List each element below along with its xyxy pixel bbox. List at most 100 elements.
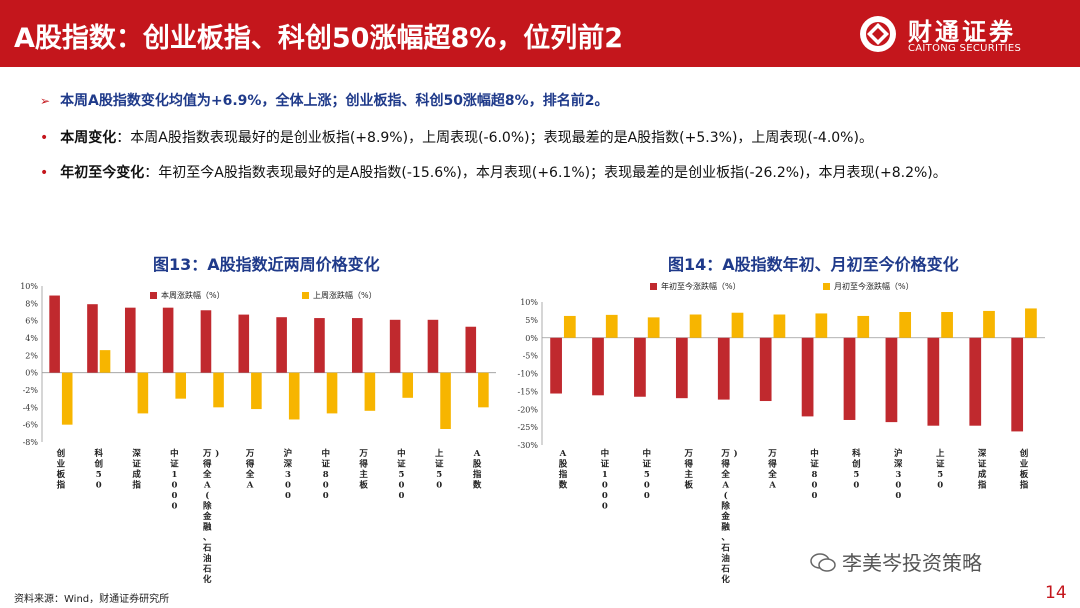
bar-series1 bbox=[238, 314, 250, 373]
bar-series2 bbox=[899, 312, 912, 338]
bar-series2 bbox=[326, 372, 338, 414]
bar-series2 bbox=[402, 372, 414, 398]
x-tick-label: 创业板指 bbox=[56, 448, 66, 491]
source-note: 资料来源：Wind，财通证券研究所 bbox=[14, 594, 170, 605]
x-tick-label: 万得全 A (除金融、石油石化) bbox=[202, 448, 219, 585]
x-tick-label: A 股指数 bbox=[473, 449, 482, 491]
legend-label: 月初至今涨跌幅（%） bbox=[834, 281, 914, 291]
x-tick-label: 深证成指 bbox=[978, 448, 987, 491]
y-tick-label: -2% bbox=[23, 386, 39, 395]
bar-series1 bbox=[87, 304, 98, 373]
x-tick-label: 中证 1 0 0 0 bbox=[601, 448, 610, 512]
logo-text-en: CAITONG SECURITIES bbox=[908, 43, 1022, 54]
bullet-text: ：本周A股指数表现最好的是创业板指(+8.9%)，上周表现(-6.0%)；表现最… bbox=[116, 130, 873, 146]
x-tick-label: 上证 5 0 bbox=[435, 448, 444, 491]
y-tick-label: 10% bbox=[20, 282, 38, 291]
chart-14-ytd-change: 10% 5% 0% -5% -10% -15% -20% -25% -30% 年初至今涨跌幅（%）… bbox=[518, 281, 1045, 585]
bar-series2 bbox=[815, 313, 828, 338]
bar-series2 bbox=[478, 372, 489, 408]
bar-series1 bbox=[675, 337, 688, 399]
bar-series2 bbox=[731, 312, 744, 338]
x-tick-label: 沪深 3 0 0 bbox=[894, 448, 903, 501]
legend-label: 本周涨跌幅（%） bbox=[161, 290, 225, 300]
watermark-text: 李美岑投资策略 bbox=[842, 551, 982, 575]
bar-series1 bbox=[162, 307, 174, 373]
x-tick-label: 中证 8 0 0 bbox=[321, 448, 330, 501]
bar-series2 bbox=[251, 372, 262, 410]
x-tick-label: 万得主板 bbox=[683, 449, 693, 491]
wechat-icon bbox=[810, 553, 836, 572]
chart-13-title: 图13：A股指数近两周价格变化 bbox=[153, 255, 380, 274]
brand-logo: 财通证券 CAITONG SECURITIES bbox=[858, 10, 1068, 58]
summary-headline: ➢ 本周A股指数变化均值为+6.9%，全体上涨；创业板指、科创50涨幅超8%，排名… bbox=[40, 90, 608, 110]
bar-series1 bbox=[351, 318, 363, 373]
bar-series2 bbox=[61, 372, 73, 425]
page-title: A股指数：创业板指、科创50涨幅超8%，位列前2 bbox=[14, 23, 624, 54]
bar-series2 bbox=[175, 372, 187, 399]
y-tick-label: -30% bbox=[518, 441, 539, 450]
bar-series1 bbox=[427, 319, 439, 373]
bar-series2 bbox=[941, 312, 953, 338]
bar-series1 bbox=[389, 319, 401, 373]
bar-series1 bbox=[969, 337, 982, 426]
y-tick-label: 10% bbox=[520, 298, 538, 307]
bar-series1 bbox=[801, 337, 814, 417]
bullet-label: 本周变化 bbox=[60, 130, 117, 146]
bar-series1 bbox=[276, 317, 287, 373]
bar-series2 bbox=[288, 372, 300, 420]
bar-series2 bbox=[137, 372, 149, 414]
bar-series2 bbox=[99, 350, 111, 373]
bar-series1 bbox=[1011, 337, 1024, 432]
chart-13-weekly-change: 10% 8% 6% 4% 2% 0% -2% -4% -6% -8% 本周涨跌幅（%） 上周涨跌幅（%… bbox=[20, 282, 496, 585]
x-tick-label: 中证 5 0 0 bbox=[397, 448, 406, 501]
logo-text-cn: 财通证券 bbox=[908, 18, 1016, 46]
x-tick-label: A 股指数 bbox=[559, 449, 568, 491]
x-tick-label: 上证 5 0 bbox=[936, 448, 945, 491]
x-tick-label: 科创 5 0 bbox=[93, 448, 103, 491]
y-tick-label: 4% bbox=[25, 334, 38, 343]
y-tick-label: -10% bbox=[518, 370, 539, 379]
y-tick-label: -6% bbox=[23, 421, 39, 430]
page-number: 14 bbox=[1045, 583, 1067, 603]
bar-series1 bbox=[550, 337, 562, 394]
bar-series1 bbox=[200, 310, 212, 373]
y-tick-label: -4% bbox=[23, 403, 39, 412]
x-tick-label: 科创 5 0 bbox=[851, 448, 861, 491]
bar-series2 bbox=[1025, 308, 1037, 338]
bar-series1 bbox=[927, 337, 940, 426]
watermark: 李美岑投资策略 bbox=[810, 547, 982, 576]
x-tick-label: 创业板指 bbox=[1019, 448, 1029, 491]
y-tick-label: -15% bbox=[518, 387, 539, 396]
bar-series1 bbox=[124, 307, 136, 373]
y-tick-label: 8% bbox=[25, 299, 38, 308]
bar-series2 bbox=[440, 372, 451, 429]
legend-label: 年初至今涨跌幅（%） bbox=[661, 281, 741, 291]
legend-swatch bbox=[150, 292, 157, 299]
legend-swatch bbox=[302, 292, 309, 299]
bar-series1 bbox=[592, 337, 604, 396]
bullet-dot-icon: • bbox=[40, 130, 49, 146]
chart-14-title: 图14：A股指数年初、月初至今价格变化 bbox=[668, 255, 959, 274]
y-tick-label: 0% bbox=[25, 369, 38, 378]
bar-series1 bbox=[843, 337, 856, 420]
y-tick-label: -5% bbox=[523, 352, 539, 361]
x-tick-label: 深证成指 bbox=[132, 448, 141, 491]
bar-series1 bbox=[465, 326, 477, 373]
arrow-bullet-icon: ➢ bbox=[40, 94, 51, 108]
bar-series2 bbox=[563, 315, 576, 338]
y-tick-label: 6% bbox=[25, 317, 38, 326]
summary-bullet-ytd: • 年初至今变化：年初至今A股指数表现最好的是A股指数(-15.6%)，本月表现(… bbox=[40, 162, 947, 182]
bar-series2 bbox=[689, 314, 702, 338]
bullet-text: ：年初至今A股指数表现最好的是A股指数(-15.6%)，本月表现(+6.1%)；… bbox=[144, 165, 947, 181]
x-tick-label: 万得全 A (除金融、石油石化) bbox=[720, 448, 737, 585]
y-tick-label: -20% bbox=[518, 405, 539, 414]
bar-series2 bbox=[773, 314, 786, 338]
x-tick-label: 万得主板 bbox=[358, 449, 368, 491]
y-tick-label: 0% bbox=[525, 334, 538, 343]
bar-series2 bbox=[364, 372, 376, 411]
y-tick-label: 2% bbox=[25, 351, 38, 360]
caitong-logo-icon bbox=[860, 16, 896, 52]
x-tick-label: 万得全 A bbox=[767, 449, 777, 491]
x-tick-label: 中证 1 0 0 0 bbox=[170, 448, 179, 512]
y-tick-label: 5% bbox=[525, 316, 538, 325]
